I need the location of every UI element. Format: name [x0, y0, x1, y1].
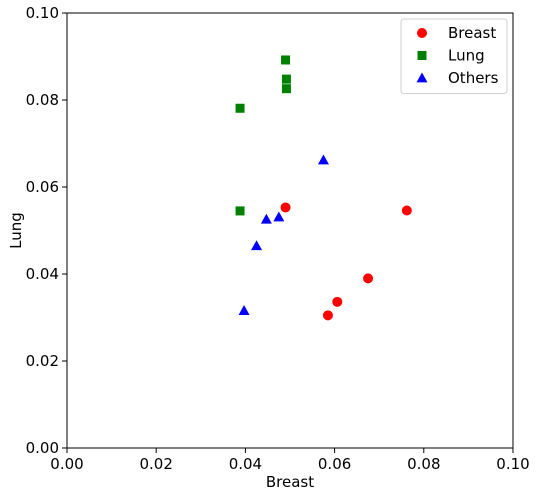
data-point-square	[281, 84, 291, 94]
x-tick-label: 0.02	[139, 455, 172, 473]
series-others	[238, 154, 329, 315]
y-tick-label: 0.10	[26, 4, 59, 22]
y-tick-label: 0.02	[26, 352, 59, 370]
data-point-square	[235, 206, 245, 216]
legend-marker-triangle	[416, 72, 428, 83]
data-point-square	[281, 55, 291, 65]
data-point-triangle	[238, 305, 250, 315]
data-point-circle	[401, 205, 412, 216]
y-axis: 0.00 0.02 0.04 0.06 0.08 0.10	[26, 4, 67, 457]
x-tick-label: 0.00	[50, 455, 83, 473]
data-point-triangle	[317, 154, 329, 165]
x-axis: 0.00 0.02 0.04 0.06 0.08 0.10	[50, 448, 530, 473]
legend-item-breast: Breast	[417, 24, 496, 42]
plot-frame	[66, 12, 514, 449]
x-tick-label: 0.04	[229, 455, 262, 473]
x-tick-label: 0.10	[496, 455, 529, 473]
series-lung	[235, 55, 291, 216]
data-point-square	[281, 74, 291, 84]
legend-marker-square	[417, 51, 427, 60]
legend: Breast Lung Others	[400, 18, 508, 94]
data-point-circle	[363, 273, 374, 284]
data-point-triangle	[251, 240, 263, 251]
y-tick-label: 0.04	[26, 265, 59, 283]
data-point-square	[235, 103, 245, 113]
x-tick-label: 0.06	[318, 455, 351, 473]
legend-label: Lung	[448, 47, 485, 65]
data-point-circle	[280, 202, 291, 213]
y-axis-label: Lung	[7, 212, 25, 249]
data-point-triangle	[273, 211, 285, 222]
y-tick-label: 0.08	[26, 91, 59, 109]
data-point-circle	[332, 296, 343, 307]
legend-item-others: Others	[416, 69, 499, 87]
y-tick-label: 0.06	[26, 178, 59, 196]
legend-marker-circle	[417, 28, 427, 38]
legend-label: Others	[448, 69, 499, 87]
data-point-triangle	[260, 213, 272, 224]
x-axis-label: Breast	[266, 473, 314, 491]
series-breast	[280, 202, 412, 321]
legend-item-lung: Lung	[417, 47, 485, 65]
legend-label: Breast	[448, 24, 496, 42]
data-point-circle	[322, 310, 333, 321]
data-points	[235, 55, 412, 321]
legend-box	[400, 18, 508, 94]
y-tick-label: 0.00	[26, 439, 59, 457]
x-tick-label: 0.08	[407, 455, 440, 473]
